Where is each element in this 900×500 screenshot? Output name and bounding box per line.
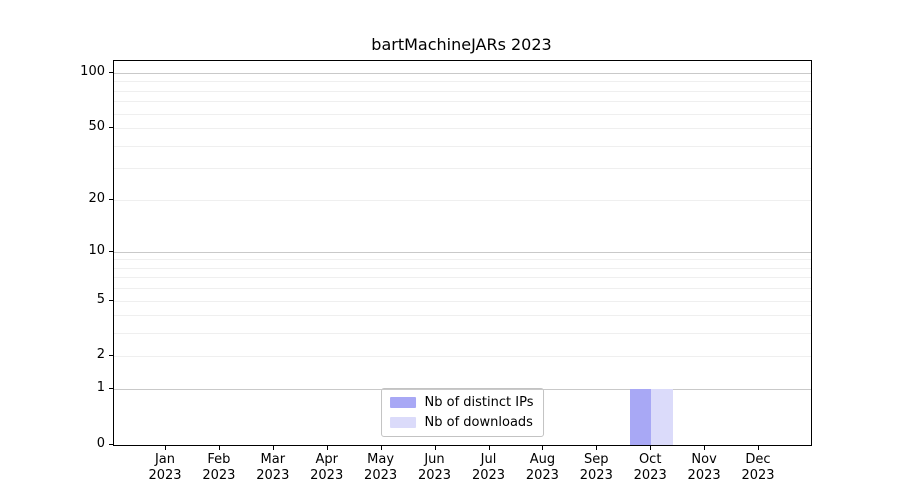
y-tick-mark <box>109 127 113 128</box>
gridline-minor <box>114 101 811 103</box>
gridline-minor <box>114 90 811 92</box>
y-tick-label: 20 <box>88 190 105 206</box>
x-tick-mark <box>596 446 598 450</box>
y-tick-label: 10 <box>88 242 105 258</box>
gridline-minor <box>114 333 811 335</box>
gridline-minor <box>114 168 811 170</box>
gridline-minor <box>114 315 811 317</box>
x-tick-label: Mar 2023 <box>256 452 290 483</box>
x-tick-label: Oct 2023 <box>633 452 667 483</box>
x-tick-mark <box>704 446 706 450</box>
gridline-minor <box>114 288 811 290</box>
legend-label: Nb of distinct IPs <box>424 395 534 410</box>
plot-area: Nb of distinct IPs Nb of downloads <box>113 60 812 446</box>
x-tick-mark <box>272 446 274 450</box>
x-tick-label: Feb 2023 <box>202 452 236 483</box>
x-tick-mark <box>326 446 328 450</box>
gridline-minor <box>114 277 811 279</box>
gridline-major <box>114 72 811 74</box>
gridline-minor <box>114 81 811 83</box>
y-tick-label: 0 <box>96 436 105 451</box>
x-tick-label: Nov 2023 <box>687 452 721 483</box>
legend-swatch-icon <box>389 397 416 408</box>
x-tick-mark <box>380 446 382 450</box>
bar-nb-of-distinct-ips <box>629 389 652 445</box>
y-tick-mark <box>109 388 113 390</box>
x-tick-label: Jul 2023 <box>471 452 506 483</box>
x-tick-label: Apr 2023 <box>310 452 344 483</box>
x-tick-label: May 2023 <box>364 452 398 483</box>
gridline-minor <box>114 356 811 358</box>
x-tick-mark <box>434 446 436 450</box>
x-tick-mark <box>165 446 166 450</box>
x-tick-mark <box>488 446 490 450</box>
y-tick-mark <box>109 250 113 252</box>
gridline-major <box>114 251 811 253</box>
y-tick-mark <box>109 444 113 445</box>
y-tick-label: 50 <box>88 119 105 134</box>
legend: Nb of distinct IPs Nb of downloads <box>380 388 545 437</box>
y-tick-mark <box>109 198 113 200</box>
x-tick-label: Jan 2023 <box>148 452 182 483</box>
y-tick-label: 2 <box>96 347 105 363</box>
bar-nb-of-downloads <box>651 389 673 445</box>
chart-title: bartMachineJARs 2023 <box>371 35 552 54</box>
y-tick-label: 100 <box>80 63 105 79</box>
y-tick-mark <box>109 355 113 357</box>
gridline-minor <box>114 145 811 147</box>
gridline-minor <box>114 300 811 302</box>
x-tick-mark <box>758 446 759 450</box>
y-tick-mark <box>109 71 113 73</box>
legend-item: Nb of distinct IPs <box>389 395 534 410</box>
y-tick-mark <box>109 299 113 301</box>
x-tick-label: Sep 2023 <box>579 452 613 483</box>
y-tick-label: 1 <box>96 380 105 396</box>
y-tick-label: 5 <box>96 291 105 307</box>
gridline-minor <box>114 113 811 115</box>
x-tick-label: Aug 2023 <box>525 452 559 483</box>
gridline-minor <box>114 267 811 269</box>
x-tick-mark <box>542 446 544 450</box>
gridline-minor <box>114 259 811 261</box>
legend-label: Nb of downloads <box>424 415 533 430</box>
x-tick-label: Jun 2023 <box>417 452 452 483</box>
x-tick-mark <box>218 446 220 450</box>
legend-swatch-icon <box>389 417 416 428</box>
x-tick-mark <box>650 446 652 450</box>
gridline-major <box>114 389 811 391</box>
gridline-minor <box>114 199 811 201</box>
x-tick-label: Dec 2023 <box>741 452 775 483</box>
gridline-minor <box>114 128 811 129</box>
legend-item: Nb of downloads <box>389 415 534 430</box>
